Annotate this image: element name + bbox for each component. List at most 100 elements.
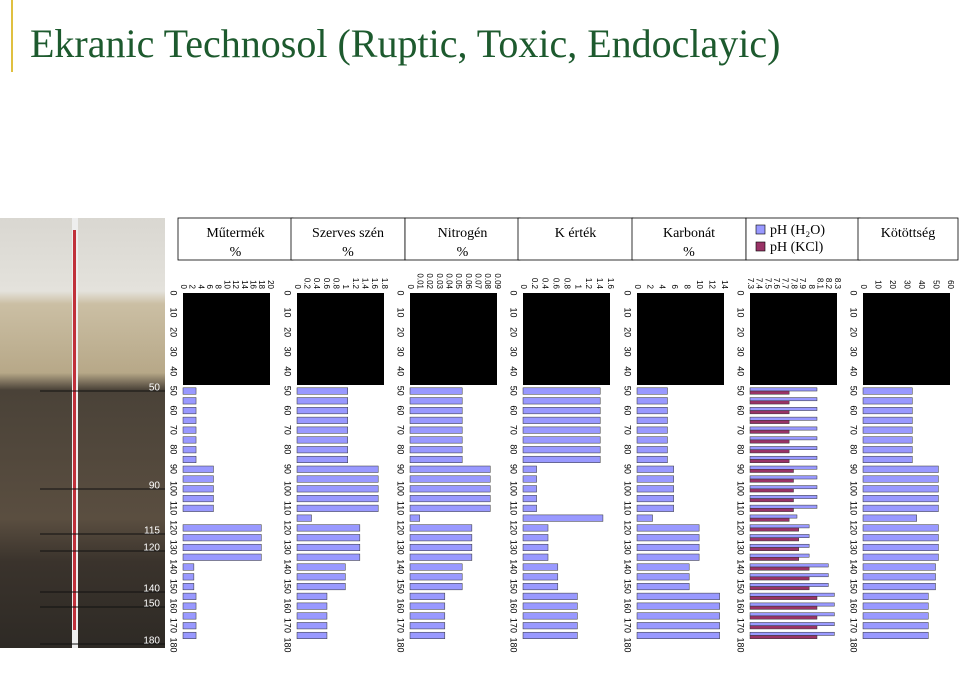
y-tick-label: 130 (623, 540, 633, 555)
x-tick-label: 1.6 (370, 278, 379, 290)
bar (749, 416, 818, 421)
bar (182, 485, 214, 493)
bar (522, 446, 601, 454)
y-tick-label: 90 (283, 464, 293, 474)
bar (749, 583, 829, 587)
x-tick-label: 0.8 (332, 278, 341, 290)
bar (182, 407, 197, 415)
bar (296, 416, 348, 424)
y-tick-label: 60 (169, 405, 179, 415)
bar (522, 583, 559, 591)
y-tick-label: 80 (283, 444, 293, 454)
bar (522, 563, 559, 571)
y-tick-label: 150 (396, 579, 406, 594)
x-tick-label: 10 (695, 280, 704, 289)
y-tick-label: 130 (169, 540, 179, 555)
legend-swatch (755, 241, 766, 252)
y-tick-label: 10 (169, 308, 179, 318)
panel-header (517, 217, 634, 261)
y-tick-label: 40 (396, 366, 406, 376)
bar (862, 592, 929, 600)
y-tick-label: 160 (623, 598, 633, 613)
bar (636, 397, 668, 405)
panel-title: Szerves szén (312, 226, 384, 241)
x-tick-label: 7.7 (781, 278, 790, 290)
x-tick-label: 7.5 (763, 278, 772, 290)
y-tick-label: 150 (623, 579, 633, 594)
y-tick-label: 10 (736, 308, 746, 318)
y-tick-label: 180 (623, 637, 633, 652)
bar (522, 602, 578, 610)
bar (522, 475, 537, 483)
bar (182, 465, 214, 473)
x-tick-label: 1.2 (584, 278, 593, 290)
bar (296, 553, 361, 561)
x-tick-label: 50 (931, 280, 940, 289)
y-tick-label: 170 (509, 618, 519, 633)
panel-title: Karbonát (663, 226, 715, 241)
bar (749, 625, 818, 630)
x-tick-label: 1.4 (361, 278, 370, 290)
y-tick-label: 140 (283, 559, 293, 574)
bar (749, 547, 799, 551)
bar (182, 504, 214, 512)
panel-title: Kötöttség (881, 226, 935, 241)
x-tick-label: 0.2 (530, 278, 539, 290)
plot-mask (410, 293, 497, 385)
bar (296, 446, 348, 454)
bar (409, 397, 463, 405)
bar (749, 455, 818, 460)
bar (636, 416, 668, 424)
depth-label: 180 (143, 636, 160, 647)
bar (636, 455, 668, 463)
bar (182, 553, 262, 561)
panel-unit: % (683, 245, 695, 260)
y-tick-label: 0 (283, 290, 293, 295)
x-tick-label: 7.3 (746, 278, 755, 290)
bar (409, 407, 463, 415)
bar (749, 615, 818, 620)
bar (636, 485, 674, 493)
bar (296, 475, 379, 483)
y-tick-label: 180 (396, 637, 406, 652)
y-tick-label: 30 (169, 347, 179, 357)
y-tick-label: 110 (169, 501, 179, 515)
bar (296, 397, 348, 405)
measuring-tape-marks (73, 230, 76, 630)
panel-header (631, 217, 747, 261)
x-tick-label: 0 (519, 285, 528, 290)
x-tick-label: 7.6 (772, 278, 781, 290)
bar (296, 426, 348, 434)
panel-title: K érték (555, 226, 597, 241)
bar (749, 390, 790, 395)
bar (182, 602, 197, 610)
x-tick-label: 2 (188, 285, 197, 290)
bar (862, 573, 936, 581)
panel-unit: % (230, 245, 242, 260)
y-tick-label: 110 (623, 501, 633, 515)
y-tick-label: 90 (509, 464, 519, 474)
bar (296, 534, 361, 542)
bar (296, 543, 361, 551)
bar (182, 446, 197, 454)
plot-mask (183, 293, 270, 385)
y-tick-label: 70 (736, 425, 746, 435)
bar (296, 631, 328, 639)
y-tick-label: 70 (396, 425, 406, 435)
y-tick-label: 10 (283, 308, 293, 318)
y-tick-label: 110 (736, 501, 746, 515)
y-tick-label: 150 (283, 579, 293, 594)
bar (749, 504, 818, 509)
bar (862, 495, 939, 503)
x-tick-label: 0.6 (552, 278, 561, 290)
bar (409, 426, 463, 434)
panel-title: Nitrogén (438, 226, 488, 241)
bar (296, 622, 328, 630)
bar (182, 592, 197, 600)
bar (409, 543, 473, 551)
y-tick-label: 90 (396, 464, 406, 474)
y-tick-label: 10 (623, 308, 633, 318)
bar (182, 475, 214, 483)
bar (296, 387, 348, 395)
bar (749, 612, 835, 617)
